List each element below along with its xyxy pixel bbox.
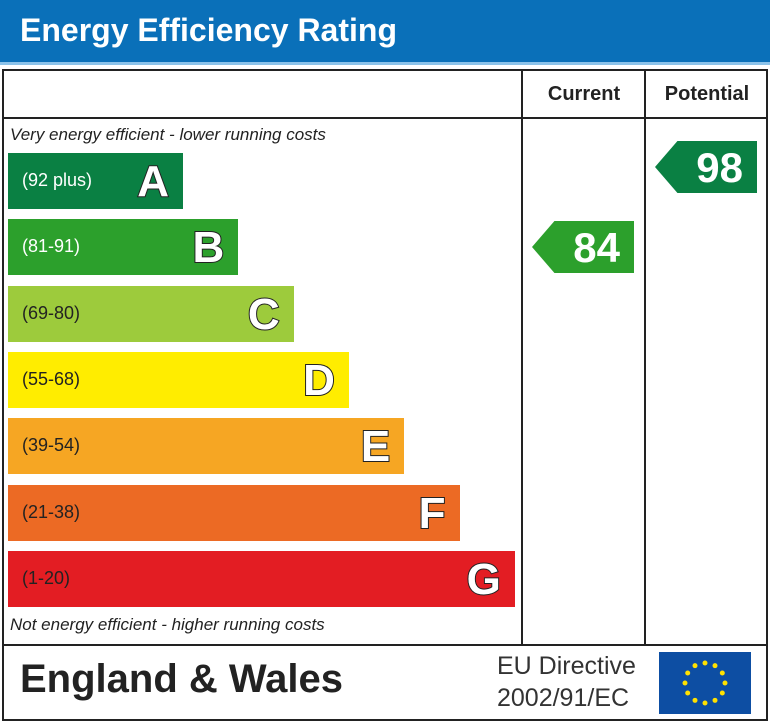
eu-star xyxy=(719,690,725,696)
eu-star xyxy=(702,700,708,706)
chart-frame xyxy=(2,69,768,721)
current-rating-arrow: 84 xyxy=(532,221,634,273)
eu-star xyxy=(692,663,698,669)
header-divider xyxy=(2,117,768,119)
band-letter: A xyxy=(136,156,170,207)
band-letter: D xyxy=(302,355,336,406)
chart-title: Energy Efficiency Rating xyxy=(20,12,397,48)
eu-star xyxy=(692,697,698,703)
band-letter: B xyxy=(192,222,226,273)
band-range: (39-54) xyxy=(22,435,81,455)
title-bar: Energy Efficiency Rating xyxy=(0,0,770,65)
band-letter: F xyxy=(418,488,447,539)
current-rating-value: 84 xyxy=(573,224,620,271)
band-range: (81-91) xyxy=(22,236,81,256)
eu-star xyxy=(712,697,718,703)
top-note: Very energy efficient - lower running co… xyxy=(10,125,326,144)
potential-rating-value: 98 xyxy=(696,144,743,191)
eu-star xyxy=(682,680,688,686)
band-bar-E: (39-54) E xyxy=(8,418,405,474)
band-bar-D: (55-68) D xyxy=(8,352,349,408)
region-label: England & Wales xyxy=(20,657,344,701)
band-range: (92 plus) xyxy=(22,170,93,190)
directive-line1: EU Directive xyxy=(497,652,636,680)
eu-star xyxy=(722,680,728,686)
potential-header: Potential xyxy=(664,83,750,105)
band-range: (55-68) xyxy=(22,369,81,389)
band-bar-B: (81-91) B xyxy=(8,219,239,275)
band-bar-G: (1-20) G xyxy=(8,551,515,607)
band-range: (1-20) xyxy=(22,568,71,588)
potential-rating-arrow: 98 xyxy=(655,141,757,193)
eu-star xyxy=(702,660,708,666)
band-letter: G xyxy=(466,554,502,605)
directive-line2: 2002/91/EC xyxy=(497,684,630,712)
current-header: Current xyxy=(547,83,621,105)
bottom-note: Not energy efficient - higher running co… xyxy=(10,615,325,634)
band-range: (69-80) xyxy=(22,303,81,323)
eu-star xyxy=(685,670,691,676)
eu-flag-icon xyxy=(659,652,751,714)
eu-star xyxy=(712,663,718,669)
band-bar-A: (92 plus) A xyxy=(8,153,183,209)
band-bar-F: (21-38) F xyxy=(8,485,460,541)
band-letter: E xyxy=(360,421,391,472)
eu-star xyxy=(685,690,691,696)
band-bar-C: (69-80) C xyxy=(8,286,294,342)
footer-divider xyxy=(2,644,768,646)
eu-star xyxy=(719,670,725,676)
column-divider xyxy=(521,69,523,645)
band-range: (21-38) xyxy=(22,502,81,522)
band-letter: C xyxy=(247,289,281,340)
column-divider xyxy=(644,69,646,645)
